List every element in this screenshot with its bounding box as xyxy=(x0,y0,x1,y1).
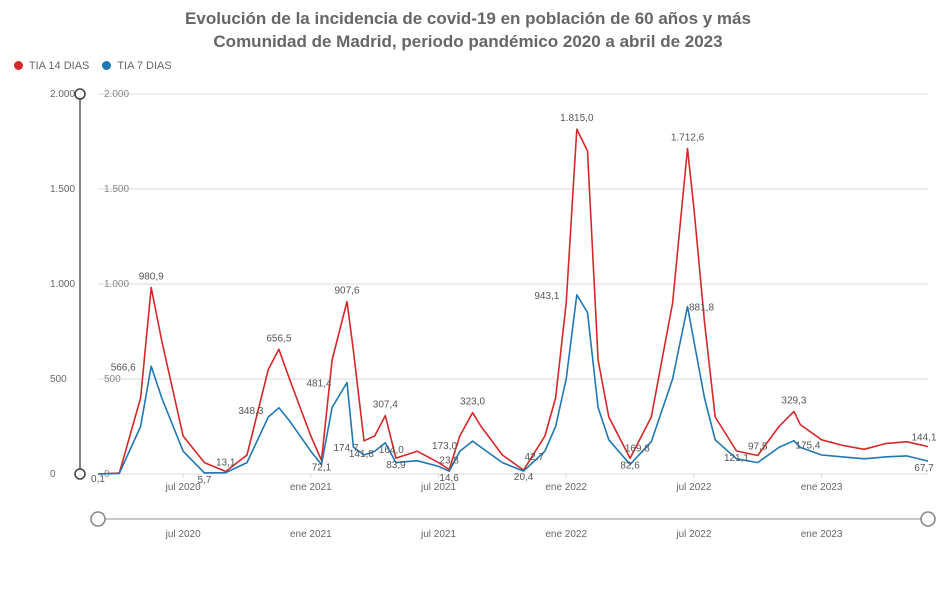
y-left-tick-label: 1.500 xyxy=(50,184,75,195)
title-line-2: Comunidad de Madrid, periodo pandémico 2… xyxy=(8,31,928,54)
data-label: 329,3 xyxy=(781,395,806,406)
x-tick-label: ene 2021 xyxy=(290,482,332,493)
y-left-tick-label: 0 xyxy=(50,469,56,480)
y-right-tick-label: 500 xyxy=(104,374,121,385)
range-slider-handle-left[interactable] xyxy=(91,512,105,526)
data-label: 943,1 xyxy=(534,291,559,302)
data-label: 566,6 xyxy=(111,362,136,373)
data-label: 67,7 xyxy=(914,463,934,474)
data-label: 144,1 xyxy=(911,432,936,443)
chart: 005005001.0001.0001.5001.5002.0002.000ju… xyxy=(8,74,928,569)
data-label: 5,7 xyxy=(197,475,211,486)
data-label: 323,0 xyxy=(460,397,485,408)
y-axis-handle-bottom[interactable] xyxy=(75,469,85,479)
data-label: 881,8 xyxy=(689,302,714,313)
data-label: 23,8 xyxy=(439,455,459,466)
data-label: 82,6 xyxy=(620,460,640,471)
data-label: 980,9 xyxy=(139,272,164,283)
chart-title: Evolución de la incidencia de covid-19 e… xyxy=(8,8,928,54)
x-tick-label: jul 2020 xyxy=(165,482,201,493)
legend-item-tia14: TIA 14 DIAS xyxy=(14,60,92,72)
data-label: 42,7 xyxy=(525,452,545,463)
legend-label-tia14: TIA 14 DIAS xyxy=(29,60,90,72)
y-right-tick-label: 2.000 xyxy=(104,89,129,100)
x-tick-label: jul 2022 xyxy=(675,482,711,493)
slider-tick-label: ene 2021 xyxy=(290,529,332,540)
y-axis-handle-top[interactable] xyxy=(75,89,85,99)
legend: TIA 14 DIAS TIA 7 DIAS xyxy=(14,60,928,72)
title-line-1: Evolución de la incidencia de covid-19 e… xyxy=(8,8,928,31)
data-label: 20,4 xyxy=(514,472,534,483)
slider-tick-label: jul 2022 xyxy=(675,529,711,540)
slider-tick-label: ene 2022 xyxy=(545,529,587,540)
data-label: 169,8 xyxy=(625,444,650,455)
series-line xyxy=(98,129,928,474)
data-label: 1.712,6 xyxy=(671,132,705,143)
data-label: 97,5 xyxy=(748,441,768,452)
data-label: 656,5 xyxy=(266,333,291,344)
data-label: 13,1 xyxy=(216,457,236,468)
data-label: 164,0 xyxy=(379,445,404,456)
data-label: 481,4 xyxy=(306,378,331,389)
data-label: 307,4 xyxy=(373,399,398,410)
data-label: 0,1 xyxy=(91,474,105,485)
data-label: 173,0 xyxy=(432,441,457,452)
data-label: 175,4 xyxy=(795,441,820,452)
slider-tick-label: jul 2020 xyxy=(165,529,201,540)
y-left-tick-label: 500 xyxy=(50,374,67,385)
y-right-tick-label: 1.000 xyxy=(104,279,129,290)
data-label: 907,6 xyxy=(334,285,359,296)
range-slider-handle-right[interactable] xyxy=(921,512,935,526)
x-tick-label: ene 2022 xyxy=(545,482,587,493)
data-label: 1.815,0 xyxy=(560,113,594,124)
data-label: 14,6 xyxy=(439,473,459,484)
legend-swatch-tia7 xyxy=(102,61,111,70)
data-label: 121,1 xyxy=(724,453,749,464)
y-right-tick-label: 1.500 xyxy=(104,184,129,195)
y-left-tick-label: 1.000 xyxy=(50,279,75,290)
legend-item-tia7: TIA 7 DIAS xyxy=(102,60,171,72)
legend-swatch-tia14 xyxy=(14,61,23,70)
legend-label-tia7: TIA 7 DIAS xyxy=(117,60,171,72)
x-tick-label: ene 2023 xyxy=(801,482,843,493)
slider-tick-label: ene 2023 xyxy=(801,529,843,540)
chart-svg: 005005001.0001.0001.5001.5002.0002.000ju… xyxy=(8,74,936,564)
data-label: 72,1 xyxy=(312,462,332,473)
data-label: 83,9 xyxy=(386,460,406,471)
data-label: 174,7 xyxy=(334,443,359,454)
data-label: 348,3 xyxy=(238,406,263,417)
y-left-tick-label: 2.000 xyxy=(50,89,75,100)
slider-tick-label: jul 2021 xyxy=(420,529,456,540)
